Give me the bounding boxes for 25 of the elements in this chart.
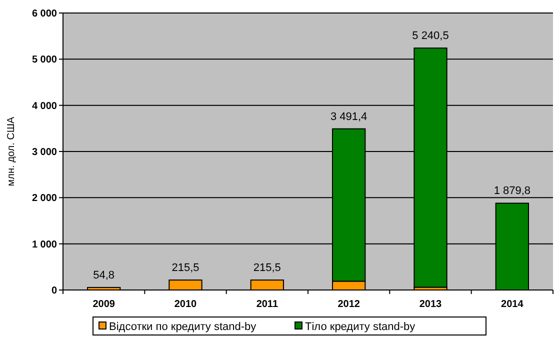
total-label: 1 879,8 [494, 185, 531, 198]
x-tick-label: 2014 [501, 299, 524, 310]
total-label: 215,5 [172, 262, 200, 274]
y-tick-label: 6 000 [32, 8, 58, 20]
x-tick-label: 2011 [256, 299, 278, 310]
total-label: 5 240,5 [412, 30, 449, 42]
total-label: 3 491,4 [330, 110, 368, 123]
y-axis-title: млн. дол. США [6, 116, 17, 186]
legend-label: Відсотки по кредиту stand-by [109, 320, 257, 333]
total-label: 54,8 [93, 269, 115, 282]
x-tick-label: 2009 [92, 299, 116, 310]
y-tick-label: 5 000 [32, 54, 58, 66]
legend-label: Тіло кредиту stand-by [305, 320, 416, 333]
bar [87, 286, 121, 290]
x-tick-label: 2012 [338, 299, 360, 310]
y-tick-label: 4 000 [32, 100, 58, 112]
x-tick-label: 2010 [174, 299, 198, 310]
y-tick-label: 0 [51, 286, 58, 296]
y-tick-label: 2 000 [32, 193, 58, 204]
y-tick-label: 3 000 [32, 147, 58, 158]
bar [250, 280, 284, 290]
bar [168, 280, 202, 290]
x-tick-label: 2013 [419, 299, 442, 310]
total-label: 215,5 [253, 262, 281, 274]
y-tick-label: 1 000 [32, 239, 58, 250]
